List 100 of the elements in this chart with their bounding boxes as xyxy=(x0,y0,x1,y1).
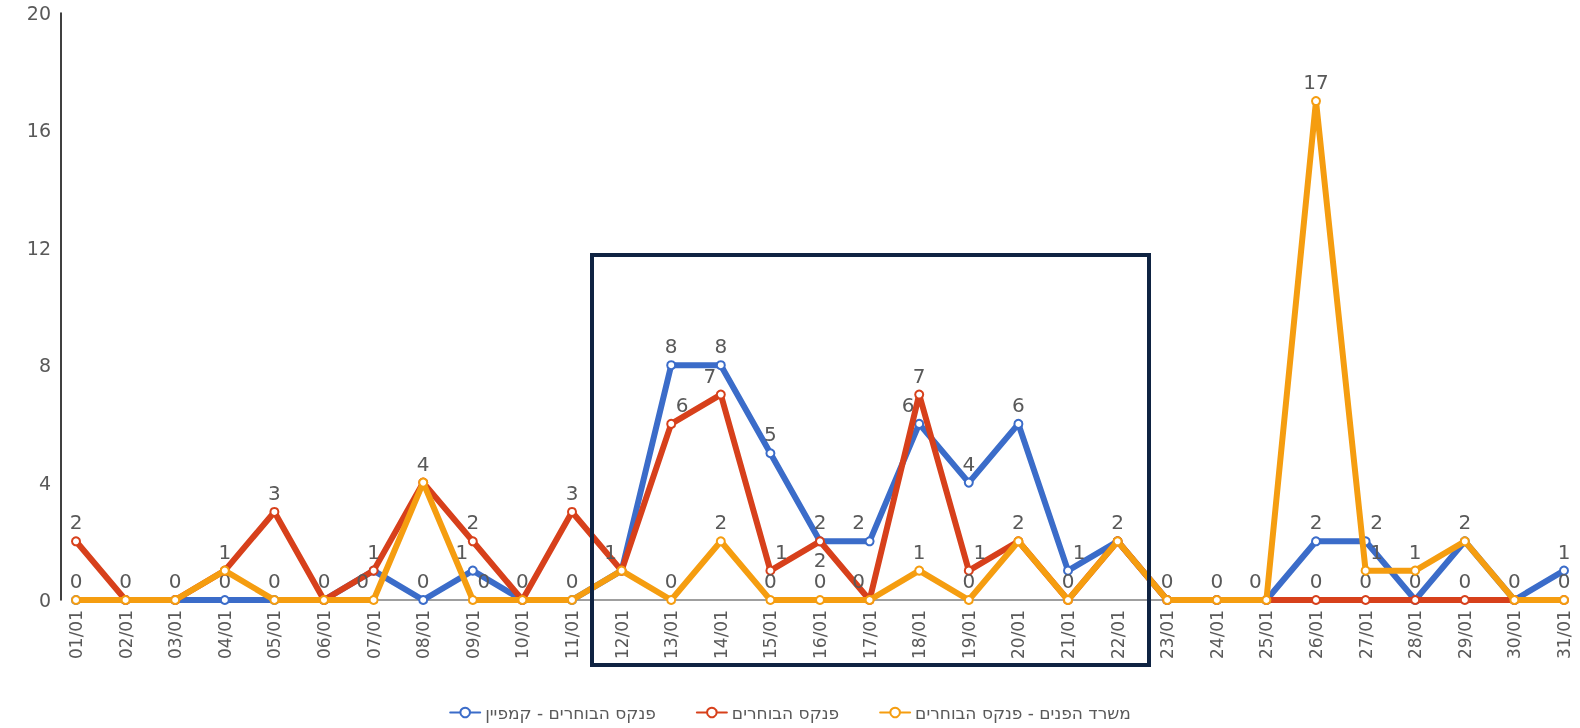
data-label: 2 xyxy=(1309,510,1323,535)
data-label: 1 xyxy=(455,539,469,564)
point xyxy=(418,595,429,605)
data-label: 0 xyxy=(1210,569,1224,593)
data-label: 1 xyxy=(1408,539,1422,564)
point xyxy=(368,595,379,605)
data-label: 0 xyxy=(664,569,678,593)
x-tick-label: 18/01 xyxy=(909,610,930,659)
data-label: 0 xyxy=(962,569,976,593)
data-label: 0 xyxy=(119,569,132,593)
x-tick-label: 09/01 xyxy=(462,610,483,659)
legend-label: משרד הפנים - פנקס הבוחרים xyxy=(915,702,1131,723)
data-label: 5 xyxy=(764,422,777,447)
data-label: 4 xyxy=(962,451,976,476)
data-label: 2 xyxy=(1111,510,1124,535)
data-label: 2 xyxy=(714,510,728,535)
x-tick-label: 11/01 xyxy=(562,610,582,659)
data-label: 0 xyxy=(1557,569,1571,593)
data-label: 0 xyxy=(1309,569,1323,593)
x-tick-label: 25/01 xyxy=(1256,610,1277,659)
point xyxy=(1459,595,1470,605)
x-tick-label: 12/01 xyxy=(611,610,632,659)
data-label: 0 xyxy=(416,569,430,593)
data-label: 1 xyxy=(367,539,380,564)
point xyxy=(963,477,974,488)
x-tick-label: 10/01 xyxy=(512,610,533,659)
data-label: 6 xyxy=(901,392,915,417)
x-tick-label: 31/01 xyxy=(1554,610,1574,659)
x-tick-label: 20/01 xyxy=(1008,610,1029,659)
point xyxy=(715,360,726,371)
x-tick-label: 02/01 xyxy=(115,610,136,659)
point xyxy=(914,565,925,576)
x-tick-label: 27/01 xyxy=(1355,610,1376,659)
point xyxy=(1360,565,1371,576)
point xyxy=(219,595,230,605)
point xyxy=(467,565,478,576)
data-label: 8 xyxy=(664,334,678,359)
x-tick-label: 22/01 xyxy=(1107,610,1128,659)
x-tick-label: 14/01 xyxy=(710,610,731,659)
x-tick-label: 06/01 xyxy=(314,610,334,659)
point xyxy=(467,595,478,605)
data-label: 0 xyxy=(764,569,777,593)
data-label: 0 xyxy=(1249,569,1262,593)
data-label: 0 xyxy=(168,569,182,593)
x-tick-label: 13/01 xyxy=(661,610,682,659)
x-tick-label: 29/01 xyxy=(1454,610,1475,659)
data-label: 0 xyxy=(69,569,83,593)
data-label: 0 xyxy=(1160,569,1174,593)
y-tick-label: 12 xyxy=(26,236,51,259)
x-tick-label: 26/01 xyxy=(1306,610,1326,659)
data-label: 0 xyxy=(1508,569,1521,593)
point xyxy=(467,536,478,547)
point xyxy=(715,389,726,400)
x-tick-label: 23/01 xyxy=(1157,610,1178,659)
data-label: 2 xyxy=(1012,510,1025,535)
point xyxy=(715,536,726,547)
point xyxy=(1311,536,1321,547)
point xyxy=(963,595,974,605)
data-label: 7 xyxy=(912,363,926,388)
x-tick-label: 28/01 xyxy=(1405,610,1426,659)
x-tick-label: 30/01 xyxy=(1504,610,1525,659)
point xyxy=(71,536,81,547)
x-tick-label: 03/01 xyxy=(165,610,186,659)
data-label: 0 xyxy=(317,569,331,593)
data-label: 3 xyxy=(565,480,579,505)
point xyxy=(1311,595,1321,605)
data-label: 6 xyxy=(1012,392,1025,417)
y-tick-label: 0 xyxy=(38,589,51,611)
point xyxy=(666,418,677,429)
x-tick-label: 17/01 xyxy=(859,610,880,659)
data-label: 1 xyxy=(973,539,987,564)
data-label: 2 xyxy=(813,510,827,535)
x-tick-label: 04/01 xyxy=(214,610,235,659)
x-tick-label: 05/01 xyxy=(264,610,285,659)
data-label: 8 xyxy=(714,334,728,359)
data-label: 2 xyxy=(852,510,865,535)
data-label: 1 xyxy=(912,539,926,564)
point xyxy=(765,448,776,459)
data-label: 0 xyxy=(1458,569,1472,593)
y-tick-label: 20 xyxy=(26,2,51,24)
y-tick-label: 4 xyxy=(38,471,51,494)
data-label: 2 xyxy=(466,510,480,535)
x-tick-label: 16/01 xyxy=(810,610,830,659)
data-label: 4 xyxy=(416,451,430,476)
data-label: 0 xyxy=(516,569,529,593)
point xyxy=(666,360,677,371)
point xyxy=(765,595,776,605)
data-label: 0 xyxy=(565,569,579,593)
data-label: 2 xyxy=(69,510,83,535)
y-tick-label: 16 xyxy=(26,119,51,142)
data-label: 0 xyxy=(268,569,281,593)
y-tick-label: 8 xyxy=(38,354,51,377)
data-label: 17 xyxy=(1303,70,1329,95)
x-tick-label: 08/01 xyxy=(413,610,434,659)
data-label: 7 xyxy=(703,363,717,388)
point xyxy=(1360,595,1371,605)
x-tick-label: 19/01 xyxy=(958,610,979,659)
x-tick-label: 01/01 xyxy=(66,610,86,659)
legend-label: פנקס הבוחרים - קמפיין xyxy=(485,702,656,723)
data-label: 1 xyxy=(1072,539,1086,564)
